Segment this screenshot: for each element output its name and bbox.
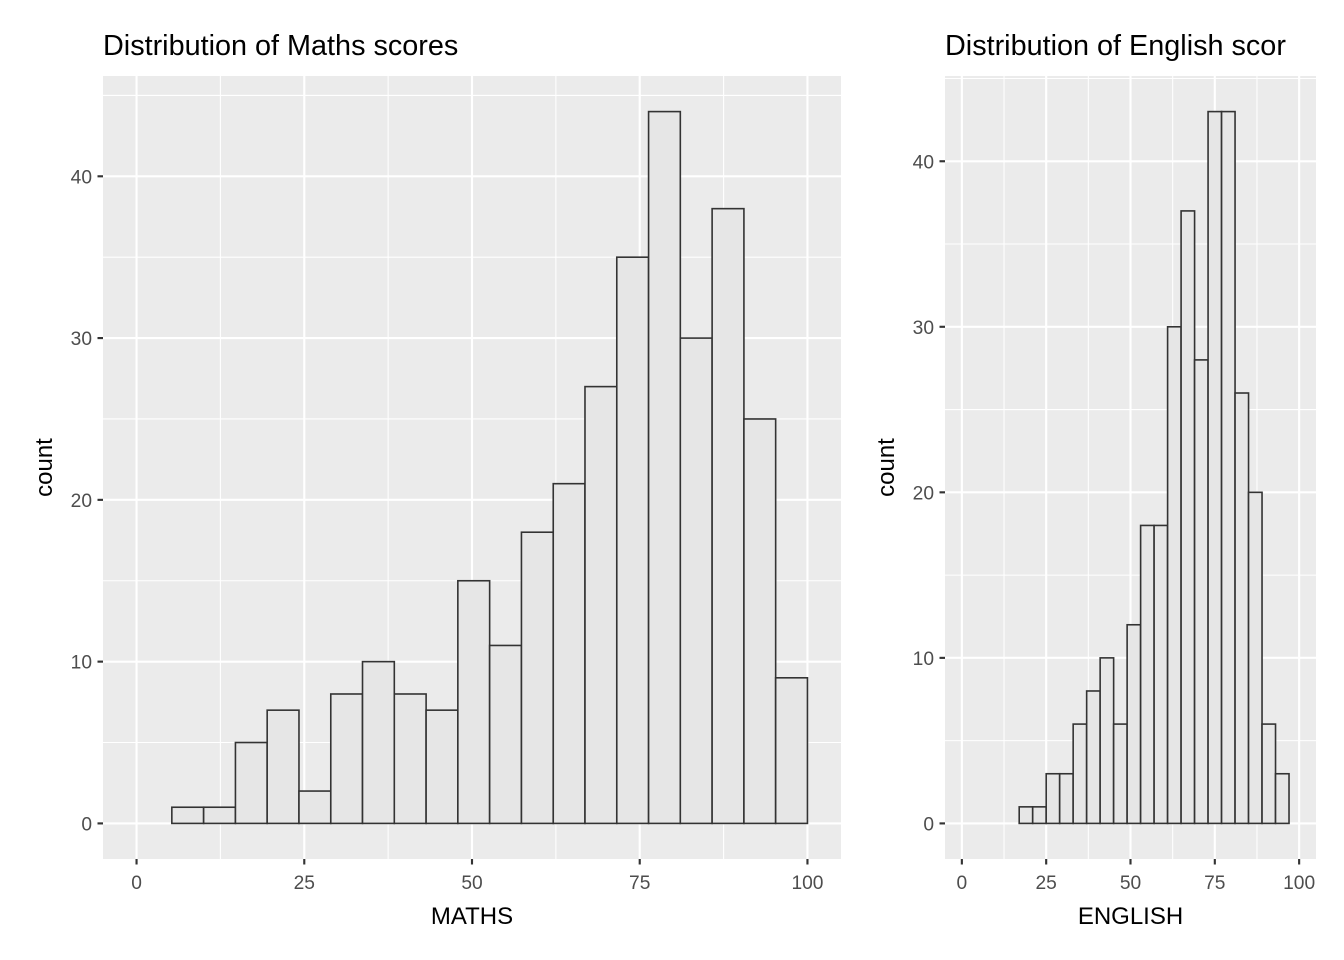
english-histogram-bar [1247,491,1263,825]
english-histogram-bar [1072,723,1088,825]
maths-histogram-bar [488,644,523,825]
english-y-tick-label: 30 [913,318,934,339]
maths-histogram-bar [393,693,427,825]
maths-histogram-bar [425,709,459,825]
english-bars [1018,110,1290,825]
maths-histogram-bar [171,806,205,825]
english-histogram-bar [1274,772,1290,825]
maths-x-tick-label: 75 [629,873,650,894]
maths-histogram-bar [361,660,396,825]
english-histogram-bar [1166,325,1182,825]
maths-y-tick-label: 40 [71,167,92,188]
maths-histogram-bar [615,256,650,825]
maths-y-axis-label: count [31,438,58,497]
maths-chart-title: Distribution of Maths scores [103,30,458,62]
maths-x-tick-label: 25 [294,873,315,894]
maths-x-tick-label: 0 [131,873,142,894]
maths-histogram-bar [679,337,713,825]
maths-y-tick-label: 30 [71,329,92,350]
english-x-tick-label: 50 [1120,873,1141,894]
maths-histogram-bar [520,531,555,825]
maths-histogram-bar [457,579,491,825]
maths-bars [171,110,809,825]
maths-histogram-bar [774,677,809,825]
english-histogram-bar [1085,690,1101,825]
english-histogram-bar [1139,524,1155,825]
english-histogram-bar [1045,772,1061,825]
english-y-tick-label: 40 [913,152,934,173]
english-y-tick-label: 10 [913,649,934,670]
english-x-tick-label: 25 [1036,873,1057,894]
maths-x-axis-label: MATHS [431,903,513,930]
english-histogram-bar [1112,723,1128,825]
maths-histogram-bar [711,207,745,825]
maths-x-tick-label: 100 [791,873,823,894]
english-histogram-bar [1031,806,1047,825]
english-histogram-bar [1018,806,1034,825]
maths-histogram-bar [266,709,300,825]
english-y-axis-label: count [873,438,900,497]
english-x-tick-label: 0 [957,873,968,894]
english-histogram-bar [1058,772,1074,825]
english-chart-title: Distribution of English scor [945,30,1286,62]
maths-y-tick-label: 10 [71,653,92,674]
english-histogram-bar [1261,723,1277,825]
maths-histogram-bar [202,806,237,825]
maths-histogram-bar [584,385,618,825]
english-x-tick-label: 75 [1204,873,1225,894]
english-histogram-bar [1207,110,1223,825]
english-histogram-bar [1153,524,1169,825]
english-histogram-bar [1234,392,1250,825]
english-y-tick-label: 20 [913,483,934,504]
english-x-tick-label: 100 [1283,873,1315,894]
maths-histogram-bar [647,110,682,825]
maths-histogram-bar [329,693,364,825]
maths-histogram-bar [743,418,777,825]
english-histogram-bar [1099,657,1115,825]
maths-histogram-bar [552,482,586,825]
maths-histogram-panel: 0 25 50 75 100 0 10 20 30 40 MATHS count Distributio… [31,30,841,930]
english-histogram-bar [1193,359,1209,825]
maths-y-tick-label: 20 [71,491,92,512]
maths-histogram-bar [298,790,332,825]
maths-histogram-bar [234,741,268,825]
maths-x-tick-label: 50 [461,873,482,894]
english-histogram-bar [1126,623,1142,825]
maths-y-tick-label: 0 [81,814,92,835]
english-histogram-bar [1180,210,1196,825]
english-histogram-panel: 0 25 50 75 100 0 10 20 30 40 ENGLISH count Distribut… [873,30,1316,930]
english-x-axis-label: ENGLISH [1078,903,1183,930]
english-histogram-bar [1220,110,1236,825]
english-y-tick-label: 0 [923,814,934,835]
